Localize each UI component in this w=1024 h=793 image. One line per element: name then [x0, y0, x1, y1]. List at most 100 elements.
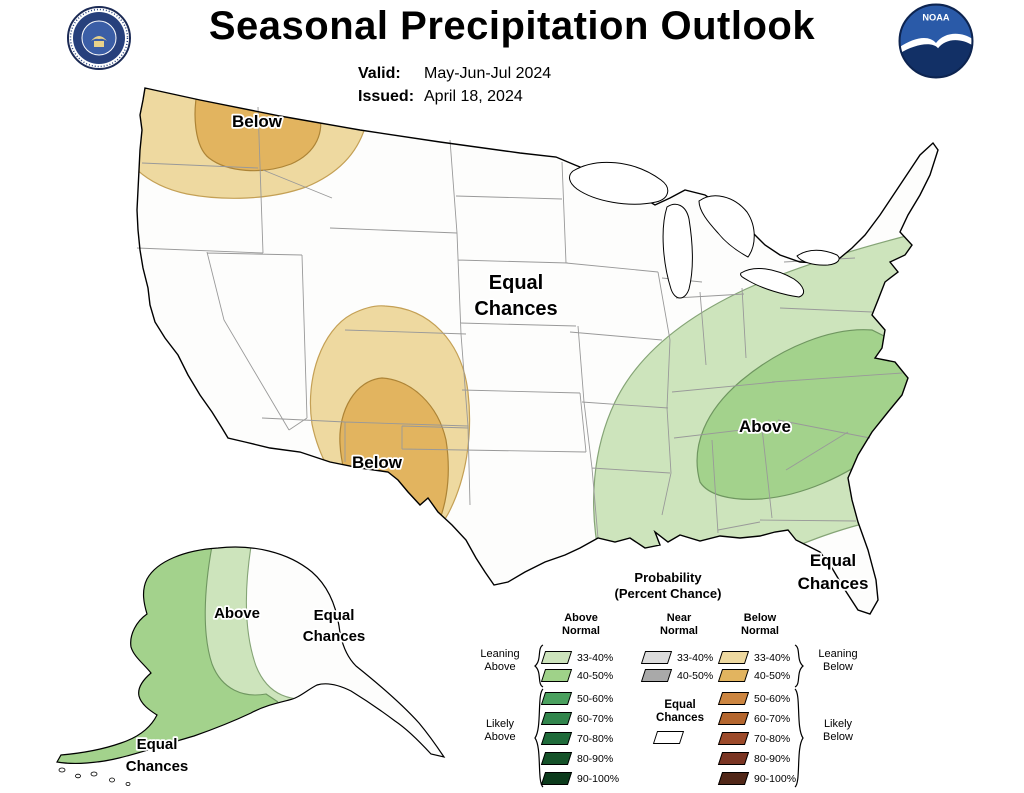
map-label-above-alaska: Above — [214, 605, 260, 622]
legend-row-near-33-40: 33-40% — [640, 650, 714, 665]
percent-label: 90-100% — [754, 772, 797, 785]
side-label-line: Likely — [823, 718, 853, 730]
legend-label-likely-above: Likely Above — [469, 718, 531, 744]
map-label-equal-chances-florida-line1: Equal — [810, 551, 856, 570]
color-swatch — [540, 692, 573, 705]
color-swatch — [540, 669, 573, 682]
valid-label: Valid: — [358, 65, 401, 82]
legend-title-line1: Probability — [634, 570, 702, 585]
map-label-equal-chances-alaska-line2: Chances — [303, 628, 366, 645]
percent-label: 50-60% — [577, 692, 614, 705]
legend-row-below-40-50: 40-50% — [717, 668, 791, 683]
issued-row: Issued: April 18, 2024 — [358, 85, 551, 108]
state-borders — [136, 106, 903, 539]
color-swatch — [717, 669, 750, 682]
brace-icon — [533, 644, 545, 693]
legend-row-above-33-40: 33-40% — [540, 650, 614, 665]
legend-row-below-70-80: 70-80% — [717, 731, 791, 746]
color-swatch — [540, 712, 573, 725]
color-swatch — [717, 692, 750, 705]
brace-icon — [793, 688, 805, 793]
color-swatch — [540, 651, 573, 664]
island — [90, 771, 98, 777]
map-label-equal-chances-plains-line1: Equal — [489, 272, 543, 294]
legend-row-near-40-50: 40-50% — [640, 668, 714, 683]
page-title: Seasonal Precipitation Outlook — [208, 4, 816, 48]
color-swatch — [640, 651, 673, 664]
percent-label: 60-70% — [754, 712, 791, 725]
color-swatch — [640, 669, 673, 682]
island — [58, 767, 66, 773]
side-label-line: Leaning — [818, 648, 858, 660]
percent-label: 80-90% — [754, 752, 791, 765]
legend-row-below-80-90: 80-90% — [717, 751, 791, 766]
column-header-near-normal: Near Normal — [641, 612, 717, 638]
legend-row-above-40-50: 40-50% — [540, 668, 613, 683]
percent-label: 33-40% — [577, 651, 614, 664]
column-header-line: Below — [743, 612, 777, 624]
noaa-logo-text: NOAA — [922, 12, 950, 22]
color-swatch — [717, 651, 750, 664]
island — [125, 782, 131, 787]
map-label-above-southeast: Above — [739, 417, 791, 436]
island — [109, 777, 115, 783]
color-swatch — [540, 772, 573, 785]
legend-equal-chances-label: Equal Chances — [640, 699, 720, 725]
legend-row-above-60-70: 60-70% — [540, 711, 614, 726]
issued-label: Issued: — [358, 88, 415, 105]
map-label-equal-chances-hawaii-line1: Equal — [137, 736, 178, 753]
lake-michigan — [662, 203, 693, 299]
alaska-outline — [56, 546, 446, 764]
percent-label: 60-70% — [577, 712, 614, 725]
valid-row: Valid: May-Jun-Jul 2024 — [358, 62, 551, 85]
valid-value: May-Jun-Jul 2024 — [424, 65, 552, 82]
side-label-line: Above — [484, 661, 516, 673]
percent-label: 33-40% — [754, 651, 791, 664]
legend-row-above-70-80: 70-80% — [540, 731, 614, 746]
legend-row-below-50-60: 50-60% — [717, 691, 790, 706]
percent-label: 80-90% — [577, 752, 614, 765]
percent-label: 90-100% — [577, 772, 620, 785]
color-swatch — [540, 752, 573, 765]
percent-label: 40-50% — [677, 669, 714, 682]
percent-label: 33-40% — [677, 651, 714, 664]
lake-ontario — [796, 249, 840, 266]
legend-row-above-50-60: 50-60% — [540, 691, 614, 706]
island — [75, 773, 81, 779]
legend-row-below-60-70: 60-70% — [717, 711, 791, 726]
brace-icon — [793, 644, 805, 693]
map-label-below-northwest: Below — [232, 112, 283, 131]
legend-equal-line1: Equal — [664, 699, 696, 711]
side-label-line: Likely — [485, 718, 515, 730]
legend-label-leaning-above: Leaning Above — [469, 648, 531, 674]
map-label-below-southwest: Below — [352, 453, 403, 472]
map-labels: Below Equal Chances Below Above Equal Ch… — [124, 110, 870, 777]
percent-label: 70-80% — [577, 732, 614, 745]
color-swatch — [717, 752, 750, 765]
column-header-line: Above — [564, 612, 598, 624]
legend-row-above-90-100: 90-100% — [540, 771, 620, 786]
lake-erie — [740, 267, 805, 298]
great-lakes — [569, 161, 840, 299]
percent-label: 70-80% — [754, 732, 791, 745]
column-header-below-normal: Below Normal — [720, 612, 800, 638]
legend: Probability (Percent Chance) Above Norma… — [455, 568, 885, 791]
lake-superior — [569, 161, 669, 205]
legend-label-leaning-below: Leaning Below — [807, 648, 869, 674]
hawaii-islands — [58, 767, 131, 787]
color-swatch — [717, 772, 750, 785]
legend-row-below-33-40: 33-40% — [717, 650, 791, 665]
color-swatch — [540, 732, 573, 745]
map-label-equal-chances-plains-line2: Chances — [474, 298, 557, 320]
issued-value: April 18, 2024 — [424, 88, 523, 105]
brace-icon — [533, 688, 545, 793]
map-label-equal-chances-hawaii-line2: Chances — [126, 758, 189, 775]
column-header-line: Near — [666, 612, 692, 624]
side-label-line: Above — [484, 731, 516, 743]
legend-title-line2: (Percent Chance) — [614, 586, 722, 601]
legend-label-likely-below: Likely Below — [807, 718, 869, 744]
column-header-line: Normal — [660, 625, 698, 637]
percent-label: 40-50% — [754, 669, 791, 682]
